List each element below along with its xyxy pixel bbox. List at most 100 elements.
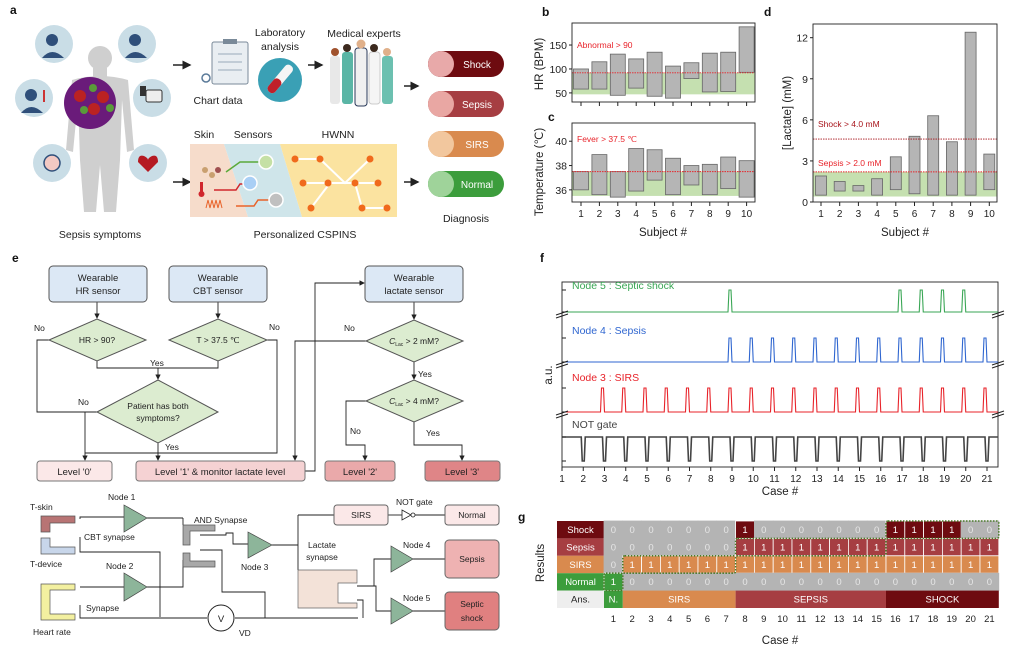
hr-sensor-line1: Wearable	[78, 273, 119, 284]
answer-segment-label: SEPSIS	[794, 595, 828, 606]
result-value: 0	[648, 577, 653, 588]
outcome-label: Shock	[463, 60, 492, 71]
cspins-schematic	[190, 144, 397, 217]
level-1-text: Level '1' & monitor lactate level	[155, 467, 285, 478]
case-number: 12	[815, 614, 826, 625]
result-value: 1	[893, 560, 898, 571]
no-label: No	[350, 426, 361, 436]
result-value: 1	[855, 542, 860, 553]
f-ylabel: a.u.	[543, 365, 555, 384]
result-value: 0	[648, 542, 653, 553]
bar-subject-1	[573, 171, 589, 191]
x-tick-label: 8	[707, 209, 713, 220]
x-tick-label: 19	[939, 474, 951, 485]
result-value: 1	[780, 542, 785, 553]
bar-subject-7	[683, 165, 700, 186]
x-tick-label: 7	[689, 209, 695, 220]
trace-node-5-septic-shock	[562, 289, 998, 313]
x-tick-label: 1	[559, 474, 565, 485]
result-value: 0	[724, 542, 729, 553]
cbt-sensor-box: Wearable CBT sensor	[168, 265, 268, 303]
x-tick-label: 7	[687, 474, 693, 485]
x-tick-label: 9	[725, 209, 731, 220]
lactate-xlabel: Subject #	[881, 227, 930, 239]
bar-subject-8	[701, 163, 718, 196]
lactate-4mm-decision: CLac > 4 mM?	[364, 379, 465, 423]
result-value: 1	[949, 560, 954, 571]
node-output-chart: Node 5 : Septic shock Node 4 : Sepsis Node…	[555, 280, 1005, 485]
lactate-2mm-decision: CLac > 2 mM?	[364, 319, 465, 363]
no-label: No	[34, 323, 45, 333]
lac4-condition-text: CLac > 4 mM?	[389, 396, 439, 408]
bar-subject-7	[683, 62, 700, 79]
result-value: 1	[611, 577, 616, 588]
result-value: 0	[780, 525, 785, 536]
hr-decision: HR > 90?	[47, 318, 148, 362]
bar-subject-4	[871, 178, 883, 196]
result-value: 1	[742, 542, 747, 553]
result-value: 1	[705, 560, 710, 571]
skin-label: Skin	[194, 129, 215, 141]
y-tick-label: 36	[555, 185, 567, 197]
x-tick-label: 10	[748, 474, 760, 485]
series-label: NOT gate	[572, 419, 617, 431]
x-tick-label: 3	[856, 209, 862, 220]
result-value: 1	[930, 525, 935, 536]
axis-break-icon	[991, 310, 1005, 319]
vd-label: VD	[239, 628, 251, 638]
result-value: 0	[761, 525, 766, 536]
result-value: 0	[818, 577, 823, 588]
medical-experts-icon	[330, 39, 393, 107]
result-value: 0	[818, 525, 823, 536]
lactate-sensor-line2: lactate sensor	[384, 286, 443, 297]
lab-analysis-label-2: analysis	[261, 41, 299, 53]
yes-label: Yes	[418, 369, 432, 379]
x-tick-label: 10	[741, 209, 753, 220]
bar-subject-3	[609, 171, 626, 198]
axis-break-icon	[555, 360, 569, 369]
result-value: 1	[912, 542, 917, 553]
result-value: 1	[630, 560, 635, 571]
bar-subject-9	[720, 51, 737, 92]
row-label-cell	[557, 573, 604, 591]
x-tick-label: 17	[896, 474, 908, 485]
bar-subject-1	[815, 175, 827, 196]
normal-text: Normal	[458, 510, 486, 520]
x-tick-label: 21	[981, 474, 993, 485]
temperature-decision: T > 37.5 ℃	[167, 318, 269, 362]
node5-neuron-icon	[390, 597, 414, 625]
x-tick-label: 10	[984, 209, 996, 220]
answer-segment	[886, 590, 999, 608]
bar-subject-6	[665, 65, 681, 99]
threshold-label: Abnormal > 90	[577, 40, 633, 50]
x-tick-label: 2	[580, 474, 586, 485]
plot-frame	[561, 281, 999, 468]
highlight-box	[621, 554, 737, 574]
y-tick-label: 38	[555, 161, 567, 173]
outcome-label: Sepsis	[462, 100, 492, 111]
hospital-bed-icon	[428, 51, 454, 77]
both-condition-line1: Patient has both	[127, 401, 189, 411]
g-xlabel: Case #	[762, 635, 799, 647]
both-symptoms-decision: Patient has both symptoms?	[95, 379, 220, 444]
panel-label-f: f	[540, 251, 545, 265]
f-xlabel: Case #	[762, 486, 799, 498]
node1-label: Node 1	[108, 492, 136, 502]
checkmark-icon	[428, 171, 454, 197]
result-value: 1	[742, 525, 747, 536]
bar-subject-10	[738, 160, 755, 198]
bar-subject-6	[908, 135, 921, 195]
x-tick-label: 6	[912, 209, 918, 220]
level-1-box: Level '1' & monitor lactate level	[135, 460, 306, 482]
result-value: 0	[724, 525, 729, 536]
x-tick-label: 15	[854, 474, 866, 485]
panel-label-a: a	[10, 3, 17, 17]
row-label-cell	[557, 555, 604, 574]
result-value: 0	[761, 577, 766, 588]
series-label: Node 4 : Sepsis	[572, 325, 646, 337]
case-number: 19	[947, 614, 958, 625]
answer-label: Ans.	[571, 595, 590, 606]
trace-node-4-sepsis	[562, 337, 998, 363]
panel-label-c: c	[548, 110, 555, 124]
